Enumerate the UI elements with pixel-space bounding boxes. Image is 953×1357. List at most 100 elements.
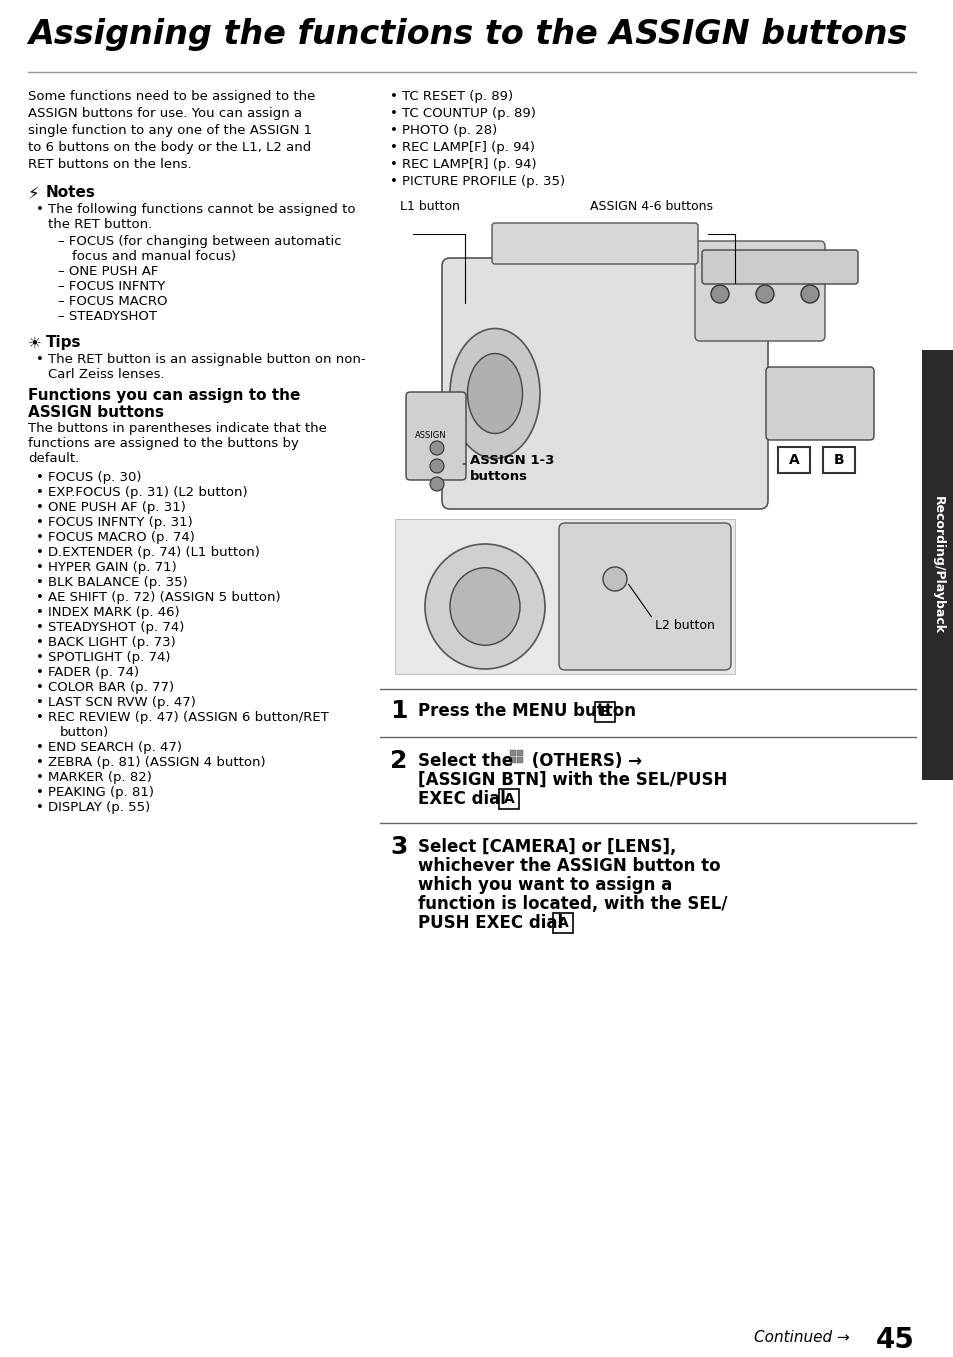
Text: •: • (36, 486, 44, 499)
Text: FOCUS (p. 30): FOCUS (p. 30) (48, 471, 141, 484)
Text: •: • (36, 622, 44, 634)
FancyBboxPatch shape (553, 913, 573, 934)
Text: single function to any one of the ASSIGN 1: single function to any one of the ASSIGN… (28, 123, 312, 137)
Text: The buttons in parentheses indicate that the: The buttons in parentheses indicate that… (28, 422, 327, 436)
Text: •: • (36, 696, 44, 708)
Text: to 6 buttons on the body or the L1, L2 and: to 6 buttons on the body or the L1, L2 a… (28, 141, 311, 153)
Text: ZEBRA (p. 81) (ASSIGN 4 button): ZEBRA (p. 81) (ASSIGN 4 button) (48, 756, 265, 769)
Text: •: • (390, 157, 397, 171)
Text: ASSIGN 1-3: ASSIGN 1-3 (470, 455, 554, 467)
Text: PHOTO (p. 28): PHOTO (p. 28) (401, 123, 497, 137)
Text: •: • (36, 531, 44, 544)
Circle shape (430, 441, 443, 455)
Text: A: A (558, 916, 568, 930)
Text: ASSIGN buttons for use. You can assign a: ASSIGN buttons for use. You can assign a (28, 107, 302, 119)
Circle shape (801, 285, 818, 303)
Text: INDEX MARK (p. 46): INDEX MARK (p. 46) (48, 607, 179, 619)
Text: •: • (390, 175, 397, 189)
Text: •: • (36, 353, 44, 366)
FancyBboxPatch shape (695, 242, 824, 341)
Text: Recording/Playback: Recording/Playback (930, 497, 943, 634)
Text: EXEC dial: EXEC dial (417, 790, 511, 807)
Text: •: • (36, 666, 44, 678)
Text: (OTHERS) →: (OTHERS) → (525, 752, 641, 769)
Circle shape (755, 285, 773, 303)
Text: •: • (390, 123, 397, 137)
Text: •: • (36, 786, 44, 799)
Text: PUSH EXEC dial: PUSH EXEC dial (417, 915, 568, 932)
Text: – FOCUS MACRO: – FOCUS MACRO (58, 294, 168, 308)
Text: Continued →: Continued → (753, 1330, 849, 1345)
Text: DISPLAY (p. 55): DISPLAY (p. 55) (48, 801, 150, 814)
Text: Tips: Tips (46, 335, 81, 350)
Text: •: • (36, 771, 44, 784)
Text: – FOCUS (for changing between automatic: – FOCUS (for changing between automatic (58, 235, 341, 248)
Text: ASSIGN buttons: ASSIGN buttons (28, 404, 164, 421)
Text: Some functions need to be assigned to the: Some functions need to be assigned to th… (28, 90, 315, 103)
Text: COLOR BAR (p. 77): COLOR BAR (p. 77) (48, 681, 174, 693)
Text: •: • (36, 711, 44, 725)
Text: REC LAMP[R] (p. 94): REC LAMP[R] (p. 94) (401, 157, 536, 171)
Text: 45: 45 (875, 1326, 914, 1354)
Text: Select the: Select the (417, 752, 513, 769)
Text: ONE PUSH AF (p. 31): ONE PUSH AF (p. 31) (48, 501, 186, 514)
Text: •: • (390, 141, 397, 153)
Text: HYPER GAIN (p. 71): HYPER GAIN (p. 71) (48, 560, 176, 574)
Text: The RET button is an assignable button on non-: The RET button is an assignable button o… (48, 353, 365, 366)
Text: whichever the ASSIGN button to: whichever the ASSIGN button to (417, 858, 720, 875)
Text: – STEADYSHOT: – STEADYSHOT (58, 309, 157, 323)
Bar (510, 750, 516, 756)
Text: FOCUS MACRO (p. 74): FOCUS MACRO (p. 74) (48, 531, 194, 544)
Text: the RET button.: the RET button. (48, 218, 152, 231)
Text: TC RESET (p. 89): TC RESET (p. 89) (401, 90, 513, 103)
Text: END SEARCH (p. 47): END SEARCH (p. 47) (48, 741, 182, 754)
FancyBboxPatch shape (778, 446, 809, 474)
Text: ASSIGN: ASSIGN (415, 432, 446, 440)
Text: A: A (788, 453, 799, 467)
Text: B: B (833, 453, 843, 467)
Text: The following functions cannot be assigned to: The following functions cannot be assign… (48, 204, 355, 216)
Text: REC REVIEW (p. 47) (ASSIGN 6 button/RET: REC REVIEW (p. 47) (ASSIGN 6 button/RET (48, 711, 329, 725)
FancyBboxPatch shape (406, 392, 465, 480)
Text: •: • (36, 681, 44, 693)
Text: •: • (36, 501, 44, 514)
Text: focus and manual focus): focus and manual focus) (71, 250, 236, 263)
Text: D.EXTENDER (p. 74) (L1 button): D.EXTENDER (p. 74) (L1 button) (48, 546, 259, 559)
Text: ☀: ☀ (28, 335, 42, 350)
Text: ⚡: ⚡ (28, 185, 40, 204)
Text: BLK BALANCE (p. 35): BLK BALANCE (p. 35) (48, 575, 188, 589)
Text: •: • (36, 575, 44, 589)
Text: •: • (36, 560, 44, 574)
Text: STEADYSHOT (p. 74): STEADYSHOT (p. 74) (48, 622, 184, 634)
Text: •: • (390, 107, 397, 119)
Text: which you want to assign a: which you want to assign a (417, 877, 672, 894)
Text: •: • (36, 801, 44, 814)
Text: A: A (503, 792, 514, 806)
Text: [ASSIGN BTN] with the SEL/PUSH: [ASSIGN BTN] with the SEL/PUSH (417, 771, 726, 788)
FancyBboxPatch shape (822, 446, 854, 474)
Text: BACK LIGHT (p. 73): BACK LIGHT (p. 73) (48, 636, 175, 649)
Bar (517, 757, 522, 763)
Bar (517, 750, 522, 756)
Ellipse shape (467, 354, 522, 433)
Text: 1: 1 (390, 699, 407, 723)
Text: LAST SCN RVW (p. 47): LAST SCN RVW (p. 47) (48, 696, 195, 708)
Text: 2: 2 (390, 749, 407, 773)
Text: – ONE PUSH AF: – ONE PUSH AF (58, 265, 158, 278)
Bar (921, 350, 953, 780)
FancyBboxPatch shape (498, 788, 518, 809)
Text: •: • (36, 204, 44, 216)
Text: EXP.FOCUS (p. 31) (L2 button): EXP.FOCUS (p. 31) (L2 button) (48, 486, 248, 499)
Text: Notes: Notes (46, 185, 95, 199)
Ellipse shape (450, 567, 519, 645)
Text: L1 button: L1 button (399, 199, 459, 213)
Text: Functions you can assign to the: Functions you can assign to the (28, 388, 300, 403)
Ellipse shape (450, 328, 539, 459)
Text: •: • (36, 756, 44, 769)
Text: •: • (390, 90, 397, 103)
FancyBboxPatch shape (765, 366, 873, 440)
Text: AE SHIFT (p. 72) (ASSIGN 5 button): AE SHIFT (p. 72) (ASSIGN 5 button) (48, 592, 280, 604)
FancyBboxPatch shape (701, 250, 857, 284)
Text: Assigning the functions to the ASSIGN buttons: Assigning the functions to the ASSIGN bu… (28, 18, 906, 52)
Text: SPOTLIGHT (p. 74): SPOTLIGHT (p. 74) (48, 651, 171, 664)
